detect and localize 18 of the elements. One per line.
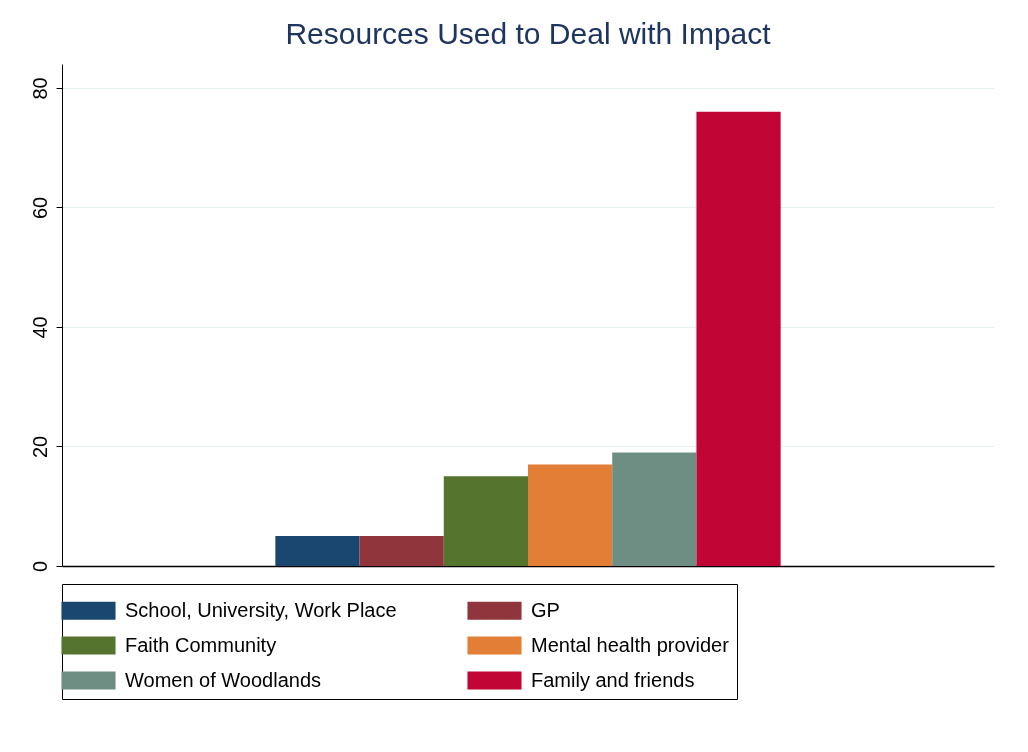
bar bbox=[612, 452, 697, 566]
chart-title: Resources Used to Deal with Impact bbox=[285, 17, 772, 50]
legend-label: Women of Woodlands bbox=[125, 668, 322, 691]
y-tick-label: 60 bbox=[28, 196, 51, 220]
bar bbox=[443, 476, 528, 566]
y-tick-label: 0 bbox=[28, 560, 51, 573]
bar bbox=[696, 111, 781, 566]
y-tick-label: 80 bbox=[28, 77, 51, 100]
legend-label: School, University, Work Place bbox=[125, 598, 397, 621]
legend-label: GP bbox=[531, 598, 560, 621]
y-tick-label: 40 bbox=[28, 316, 51, 339]
bar bbox=[275, 536, 360, 566]
bar bbox=[359, 536, 444, 566]
y-tick-label: 20 bbox=[28, 435, 51, 459]
legend-label: Mental health provider bbox=[531, 633, 730, 656]
legend-label: Faith Community bbox=[125, 633, 277, 656]
legend-label: Family and friends bbox=[531, 668, 695, 691]
bar bbox=[528, 464, 613, 566]
